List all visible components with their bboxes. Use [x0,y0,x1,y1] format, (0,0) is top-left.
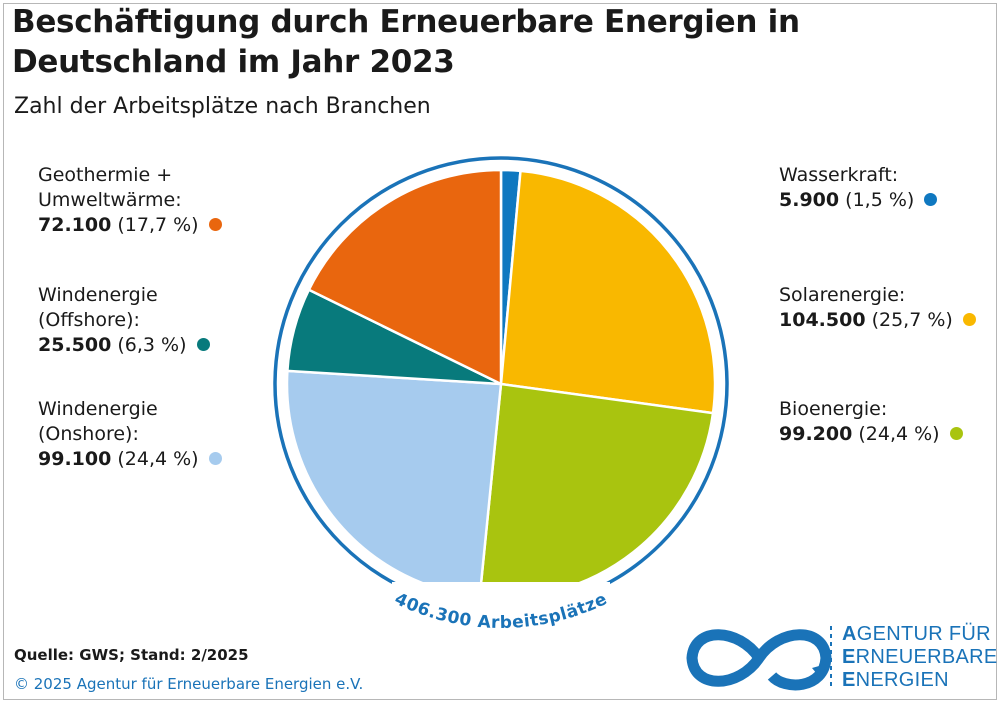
pie-slice-3 [285,369,503,599]
copyright-note: © 2025 Agentur für Erneuerbare Energien … [14,675,364,693]
chart-title: Beschäftigung durch Erneuerbare Energien… [12,4,800,80]
pie-slice-2 [478,382,715,600]
label-geothermie-pct: (17,7 %) [117,214,199,236]
label-offshore-value: 25.500 [38,334,112,356]
label-offshore: Windenergie (Offshore): 25.500 (6,3 %) [38,283,210,358]
image-frame [3,3,997,700]
label-offshore-name-2: (Offshore): [38,309,140,331]
label-geothermie-value: 72.100 [38,214,112,236]
label-onshore-value: 99.100 [38,448,112,470]
label-onshore-name-1: Windenergie [38,398,158,420]
label-solarenergie-value: 104.500 [779,309,866,331]
label-offshore-pct: (6,3 %) [117,334,187,356]
label-onshore-name-2: (Onshore): [38,423,139,445]
aee-logo-text: AGENTUR FÜR ERNEUERBARE ENERGIEN [842,623,998,692]
legend-dot-offshore [196,338,210,351]
legend-dot-onshore [208,452,222,465]
logo-line-2: ERNEUERBARE [842,646,998,668]
label-bioenergie-name: Bioenergie: [779,398,888,420]
label-onshore-pct: (24,4 %) [117,448,199,470]
label-wasserkraft: Wasserkraft: 5.900 (1,5 %) [779,163,938,213]
label-geothermie: Geothermie + Umweltwärme: 72.100 (17,7 %… [38,163,222,238]
label-geothermie-name-2: Umweltwärme: [38,189,182,211]
label-wasserkraft-value: 5.900 [779,189,840,211]
label-offshore-name-1: Windenergie [38,284,158,306]
label-bioenergie: Bioenergie: 99.200 (24,4 %) [779,397,963,447]
pie-slice-5 [307,168,503,386]
label-geothermie-name-1: Geothermie + [38,164,173,186]
logo-line-3: ENERGIEN [842,669,949,691]
legend-dot-solarenergie [962,313,976,326]
total-label-background [392,582,610,616]
label-solarenergie-pct: (25,7 %) [871,309,953,331]
logo-divider [830,626,832,690]
aee-logo-icon [686,629,832,691]
label-solarenergie: Solarenergie: 104.500 (25,7 %) [779,283,976,333]
pie-slice-1 [499,169,717,415]
label-wasserkraft-pct: (1,5 %) [845,189,915,211]
chart-subtitle: Zahl der Arbeitsplätze nach Branchen [14,94,431,119]
legend-dot-bioenergie [949,427,963,440]
label-onshore: Windenergie (Onshore): 99.100 (24,4 %) [38,397,222,472]
label-bioenergie-value: 99.200 [779,423,853,445]
legend-dot-wasserkraft [924,193,938,206]
label-bioenergie-pct: (24,4 %) [858,423,940,445]
legend-dot-geothermie [208,218,222,231]
label-wasserkraft-name: Wasserkraft: [779,164,899,186]
pie-slices [285,168,717,600]
logo-line-1: AGENTUR FÜR [842,623,991,645]
label-solarenergie-name: Solarenergie: [779,284,906,306]
source-note: Quelle: GWS; Stand: 2/2025 [14,646,249,664]
logo-arrow-icon [812,664,826,680]
